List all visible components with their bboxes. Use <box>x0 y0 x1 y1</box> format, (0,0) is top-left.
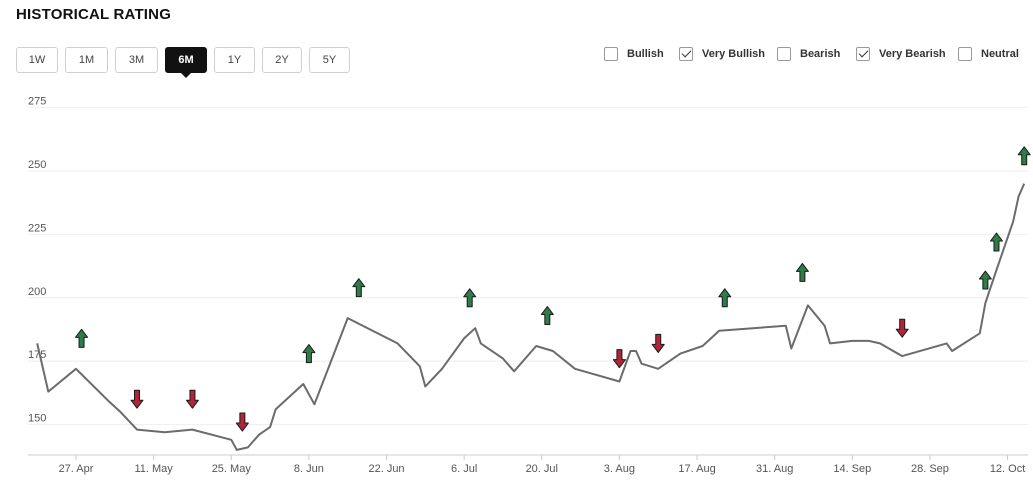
filter-neutral[interactable]: Neutral <box>958 47 1019 61</box>
range-button-1w[interactable]: 1W <box>16 47 58 73</box>
y-tick-label: 175 <box>28 349 46 361</box>
x-tick-label: 31. Aug <box>756 463 793 475</box>
x-tick-label: 14. Sep <box>833 463 871 475</box>
time-range-selector: 1W 1M 3M 6M 1Y 2Y 5Y <box>16 47 357 78</box>
very-bullish-arrow-icon <box>302 344 316 364</box>
filter-bearish[interactable]: Bearish <box>777 47 840 61</box>
x-tick-label: 27. Apr <box>59 463 94 475</box>
filter-very-bullish[interactable]: Very Bullish <box>679 47 765 61</box>
y-tick-label: 225 <box>28 222 46 234</box>
x-tick-label: 8. Jun <box>294 463 324 475</box>
very-bullish-arrow-icon <box>352 278 366 298</box>
very-bearish-arrow-icon <box>651 333 665 353</box>
very-bearish-checkbox[interactable] <box>856 47 870 61</box>
range-button-3m[interactable]: 3M <box>115 47 158 73</box>
range-button-6m[interactable]: 6M <box>165 47 207 78</box>
very-bullish-arrow-icon <box>795 262 809 282</box>
x-tick-label: 17. Aug <box>678 463 715 475</box>
x-tick-label: 25. May <box>212 463 252 475</box>
filter-label: Very Bearish <box>879 48 946 60</box>
filter-very-bearish[interactable]: Very Bearish <box>856 47 946 61</box>
x-tick-label: 6. Jul <box>451 463 477 475</box>
x-tick-label: 22. Jun <box>368 463 404 475</box>
very-bearish-arrow-icon <box>235 412 249 432</box>
rating-series-line <box>36 183 1026 451</box>
filter-label: Bullish <box>627 48 664 60</box>
x-tick-label: 28. Sep <box>911 463 949 475</box>
y-tick-label: 250 <box>28 159 46 171</box>
range-button-1m[interactable]: 1M <box>65 47 108 73</box>
bullish-checkbox[interactable] <box>604 47 618 61</box>
very-bullish-checkbox[interactable] <box>679 47 693 61</box>
very-bearish-arrow-icon <box>612 349 626 369</box>
page-title: HISTORICAL RATING <box>16 6 172 23</box>
x-tick-label: 20. Jul <box>526 463 558 475</box>
very-bullish-arrow-icon <box>75 328 89 348</box>
filter-bullish[interactable]: Bullish <box>604 47 664 61</box>
x-tick-label: 3. Aug <box>604 463 635 475</box>
very-bearish-arrow-icon <box>185 389 199 409</box>
y-tick-label: 275 <box>28 96 46 108</box>
bearish-checkbox[interactable] <box>777 47 791 61</box>
very-bullish-arrow-icon <box>978 270 992 290</box>
very-bullish-arrow-icon <box>989 232 1003 252</box>
very-bearish-arrow-icon <box>895 318 909 338</box>
neutral-checkbox[interactable] <box>958 47 972 61</box>
y-tick-label: 200 <box>28 286 46 298</box>
very-bullish-arrow-icon <box>718 288 732 308</box>
very-bullish-arrow-icon <box>463 288 477 308</box>
filter-label: Very Bullish <box>702 48 765 60</box>
very-bearish-arrow-icon <box>130 389 144 409</box>
y-tick-label: 150 <box>28 413 46 425</box>
x-tick-label: 12. Oct <box>990 463 1025 475</box>
range-button-1y[interactable]: 1Y <box>214 47 255 73</box>
x-tick-label: 11. May <box>134 463 173 475</box>
very-bullish-arrow-icon <box>540 306 554 326</box>
filter-label: Bearish <box>800 48 841 60</box>
range-button-2y[interactable]: 2Y <box>262 47 302 73</box>
range-button-5y[interactable]: 5Y <box>309 47 350 73</box>
filter-label: Neutral <box>981 48 1019 60</box>
very-bullish-arrow-icon <box>1017 146 1031 166</box>
